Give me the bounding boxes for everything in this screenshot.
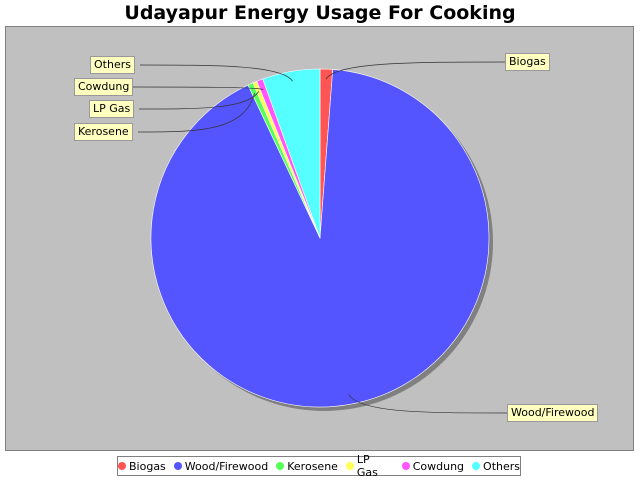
leader-line [139, 64, 293, 82]
legend-item: Biogas [118, 460, 166, 473]
legend-label: Others [483, 459, 520, 473]
legend-label: Biogas [129, 459, 166, 473]
legend-label: Cowdung [412, 459, 465, 473]
legend-label: Wood/Firewood [184, 459, 269, 473]
legend-swatch [345, 462, 354, 470]
leader-line [130, 86, 264, 90]
legend-swatch [401, 462, 410, 470]
chart-title: Udayapur Energy Usage For Cooking [124, 2, 516, 24]
leader-line [348, 394, 508, 414]
legend-label: Kerosene [287, 459, 338, 473]
slice-label: Biogas [505, 53, 550, 71]
legend-item: Cowdung [401, 459, 465, 473]
leader-line [325, 61, 506, 80]
pie-slice-wood-firewood [150, 69, 490, 408]
slice-label: Cowdung [74, 78, 134, 96]
pie-slice-others [262, 68, 321, 239]
slice-label: Kerosene [74, 123, 133, 141]
legend-swatch [173, 462, 182, 470]
legend-swatch [472, 462, 481, 470]
legend-item: LP Gas [345, 453, 394, 479]
legend-item: Kerosene [276, 460, 338, 473]
legend-item: Wood/Firewood [173, 459, 269, 473]
chart-legend: Biogas Wood/Firewood Kerosene LP Gas Cowdung… [117, 453, 521, 479]
leader-line [137, 92, 255, 133]
legend-swatch [276, 462, 285, 470]
slice-label: Others [90, 56, 135, 74]
legend-item: Others [472, 460, 520, 473]
slice-label: Wood/Firewood [507, 404, 599, 422]
slice-label: LP Gas [89, 100, 135, 118]
legend-label: LP Gas [356, 453, 378, 479]
legend-swatch [118, 462, 126, 470]
leader-line [138, 91, 259, 110]
